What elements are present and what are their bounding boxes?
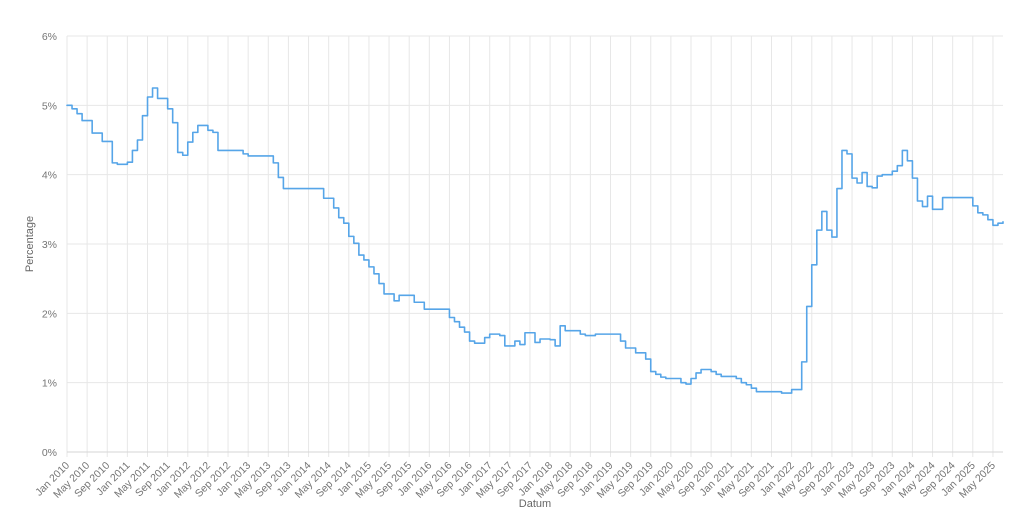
y-tick-label: 4% [42,170,57,182]
y-tick-label: 0% [42,447,57,459]
x-axis-title: Datum [518,498,552,510]
series-line [66,87,1004,394]
y-tick-label: 1% [42,378,57,390]
y-tick-label: 6% [42,31,57,43]
y-tick-label: 2% [42,308,57,320]
y-tick-label: 3% [42,239,57,251]
y-axis-title: Percentage [24,215,36,273]
y-tick-label: 5% [42,100,57,112]
